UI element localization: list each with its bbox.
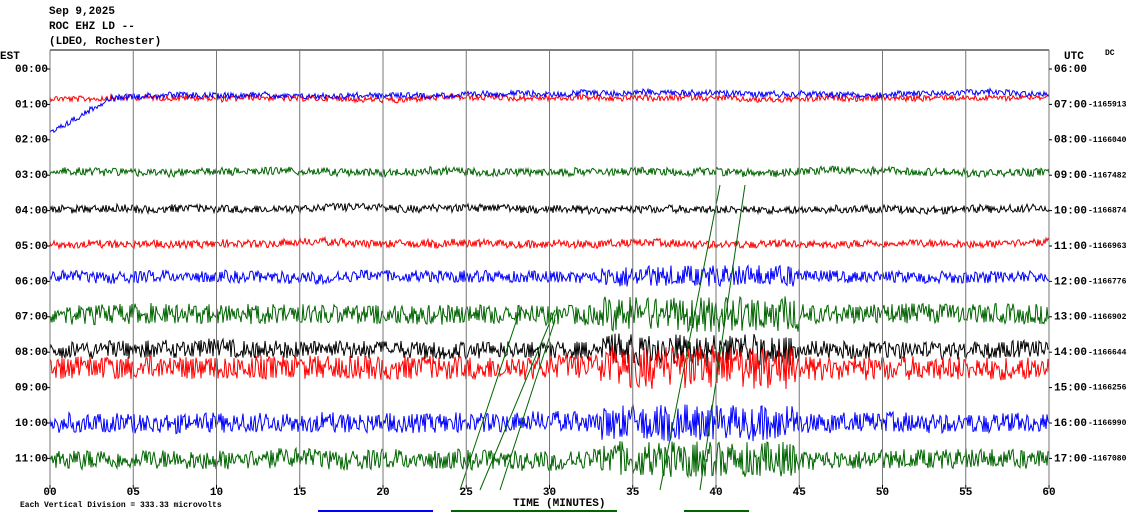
x-axis-label: TIME (MINUTES) <box>513 498 605 510</box>
spike <box>499 319 556 491</box>
est-label: 10:00 <box>15 418 48 430</box>
x-tick-label: 25 <box>460 487 474 499</box>
dc-value: -1165913 <box>1088 101 1127 110</box>
x-tick-label: 05 <box>127 487 141 499</box>
utc-label: 15:00 <box>1054 383 1087 395</box>
est-label: 11:00 <box>15 453 48 465</box>
spike <box>459 309 521 491</box>
est-label: 09:00 <box>15 383 48 395</box>
utc-label: 13:00 <box>1054 312 1087 324</box>
dc-value: -1166644 <box>1088 348 1127 357</box>
right-axis-label: UTC <box>1064 51 1084 63</box>
dc-value: -1167482 <box>1088 171 1127 180</box>
est-label: 07:00 <box>15 312 48 324</box>
network: (LDEO, Rochester) <box>49 36 161 48</box>
x-tick-label: 35 <box>626 487 640 499</box>
dc-value: -1166874 <box>1088 207 1127 216</box>
dc-value: -1166040 <box>1088 136 1127 145</box>
est-label: 04:00 <box>15 206 48 218</box>
utc-label: 08:00 <box>1054 135 1087 147</box>
dc-value: -1166963 <box>1088 242 1127 251</box>
date: Sep 9,2025 <box>49 6 115 18</box>
x-tick-label: 15 <box>293 487 307 499</box>
dc-value: -1166902 <box>1088 313 1127 322</box>
est-label: 08:00 <box>15 347 48 359</box>
est-label: 02:00 <box>15 135 48 147</box>
station: ROC EHZ LD -- <box>49 21 135 33</box>
dc-value: -1166990 <box>1088 419 1127 428</box>
utc-label: 10:00 <box>1054 206 1087 218</box>
utc-label: 07:00 <box>1054 99 1087 111</box>
utc-label: 12:00 <box>1054 276 1087 288</box>
x-tick-label: 55 <box>959 487 973 499</box>
x-tick-label: 60 <box>1042 487 1055 499</box>
x-tick-label: 50 <box>876 487 889 499</box>
left-axis-label: EST <box>0 51 20 63</box>
utc-label: 14:00 <box>1054 347 1087 359</box>
dc-label: DC <box>1105 49 1115 58</box>
dc-value: -1166256 <box>1088 384 1127 393</box>
est-label: 01:00 <box>15 99 48 111</box>
scale-note: Each Vertical Division = 333.33 microvol… <box>20 501 222 510</box>
x-tick-label: 30 <box>543 487 556 499</box>
x-tick-label: 00 <box>43 487 56 499</box>
utc-label: 16:00 <box>1054 418 1087 430</box>
dc-value: -1167080 <box>1088 455 1127 464</box>
utc-label: 06:00 <box>1054 64 1087 76</box>
est-label: 05:00 <box>15 241 48 253</box>
utc-label: 17:00 <box>1054 453 1087 465</box>
spike <box>479 309 556 491</box>
utc-label: 11:00 <box>1054 241 1087 253</box>
utc-label: 09:00 <box>1054 170 1087 182</box>
est-label: 06:00 <box>15 276 48 288</box>
x-tick-label: 45 <box>793 487 807 499</box>
x-tick-label: 40 <box>709 487 722 499</box>
est-label: 00:00 <box>15 64 48 76</box>
dc-value: -1166776 <box>1088 278 1127 287</box>
x-tick-label: 10 <box>210 487 223 499</box>
x-tick-label: 20 <box>376 487 389 499</box>
est-label: 03:00 <box>15 170 48 182</box>
spike <box>659 184 721 491</box>
spike <box>699 184 746 491</box>
